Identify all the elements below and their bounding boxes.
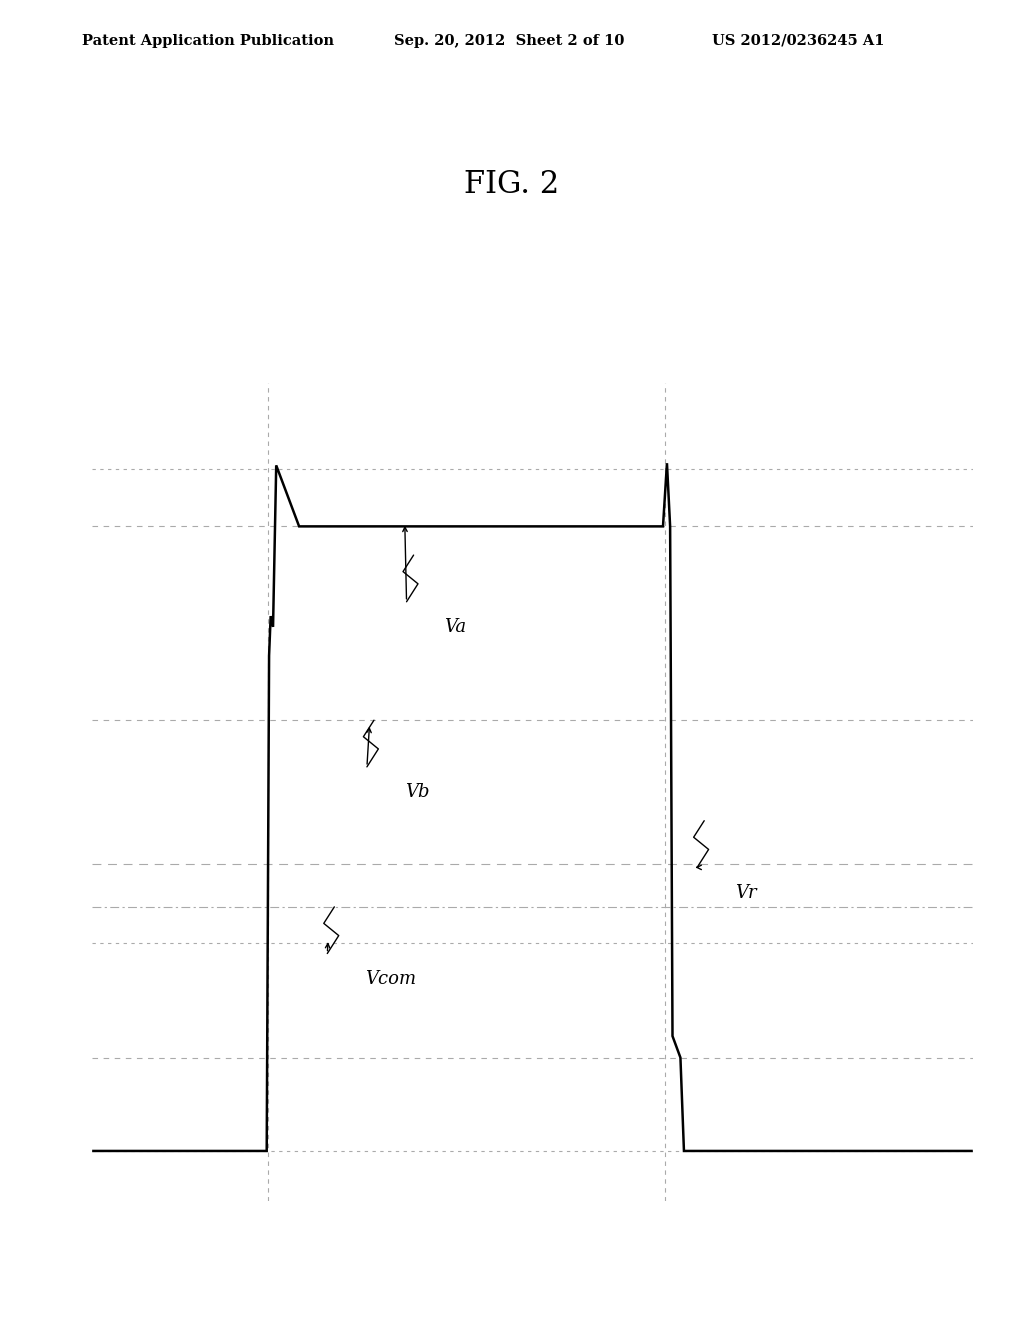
Text: Vr: Vr (735, 883, 757, 902)
Text: Patent Application Publication: Patent Application Publication (82, 34, 334, 48)
Text: US 2012/0236245 A1: US 2012/0236245 A1 (712, 34, 884, 48)
Text: Sep. 20, 2012  Sheet 2 of 10: Sep. 20, 2012 Sheet 2 of 10 (394, 34, 625, 48)
Text: Va: Va (444, 618, 467, 636)
Text: Vcom: Vcom (366, 970, 417, 987)
Text: FIG. 2: FIG. 2 (464, 169, 560, 201)
Text: Vb: Vb (404, 783, 429, 801)
